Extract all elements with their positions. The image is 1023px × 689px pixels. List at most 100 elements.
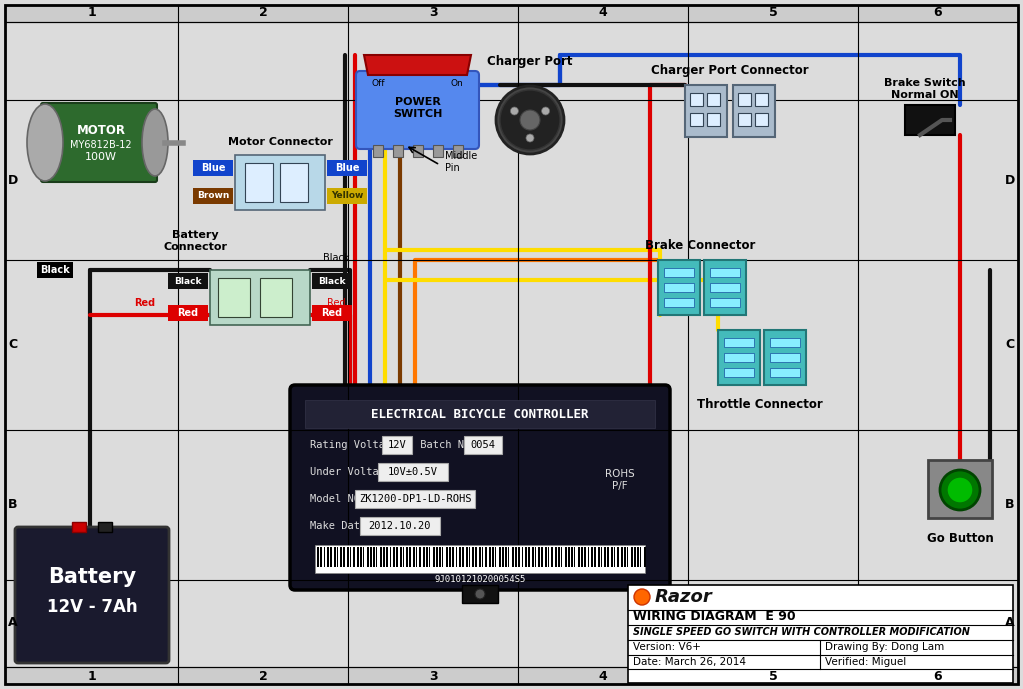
Text: Motor Connector: Motor Connector <box>227 137 332 147</box>
Text: Go Button: Go Button <box>927 532 993 545</box>
Bar <box>541 547 543 567</box>
Circle shape <box>496 86 564 154</box>
Text: Make Date:: Make Date: <box>310 521 379 531</box>
Text: 9J0101210200054S5: 9J0101210200054S5 <box>435 575 526 584</box>
Text: Model NO:: Model NO: <box>310 494 372 504</box>
Text: Drawing By: Dong Lam: Drawing By: Dong Lam <box>825 642 944 652</box>
Bar <box>446 547 448 567</box>
Text: Red: Red <box>134 298 155 308</box>
Bar <box>459 547 461 567</box>
Polygon shape <box>364 55 471 75</box>
Bar <box>312 305 352 321</box>
Bar <box>396 547 398 567</box>
Bar <box>630 547 632 567</box>
Text: 5: 5 <box>768 6 777 19</box>
Bar <box>594 547 596 567</box>
Text: 2012.10.20: 2012.10.20 <box>368 521 431 531</box>
Bar <box>393 145 403 157</box>
Text: On: On <box>450 79 463 88</box>
Bar <box>360 547 362 567</box>
Text: D: D <box>1005 174 1015 187</box>
Bar <box>565 547 567 567</box>
Bar <box>664 268 694 277</box>
Bar <box>710 298 740 307</box>
Bar <box>528 547 530 567</box>
Circle shape <box>541 107 549 115</box>
Bar <box>538 547 540 567</box>
Bar <box>357 547 359 567</box>
FancyBboxPatch shape <box>356 71 479 149</box>
Text: 3: 3 <box>429 670 437 683</box>
Text: 1: 1 <box>87 670 96 683</box>
Bar <box>770 368 800 377</box>
Bar <box>305 400 655 428</box>
Bar <box>738 113 751 126</box>
Text: B: B <box>1006 499 1015 511</box>
Bar <box>707 113 720 126</box>
Bar <box>544 547 546 567</box>
Circle shape <box>634 589 650 605</box>
Bar <box>373 145 383 157</box>
Text: Charger Port: Charger Port <box>487 56 573 68</box>
Text: C: C <box>8 338 17 351</box>
Ellipse shape <box>142 109 168 176</box>
Bar <box>597 547 599 567</box>
Circle shape <box>510 107 519 115</box>
Bar <box>439 547 441 567</box>
Text: A: A <box>8 617 17 630</box>
Circle shape <box>526 134 534 142</box>
Bar <box>436 547 438 567</box>
Text: Verified: Miguel: Verified: Miguel <box>825 657 906 667</box>
Bar <box>453 145 463 157</box>
Text: Black: Black <box>318 276 346 285</box>
Bar <box>485 547 487 567</box>
Bar <box>558 547 560 567</box>
Text: 2: 2 <box>259 6 267 19</box>
Bar <box>366 547 368 567</box>
Bar <box>235 155 325 210</box>
Text: 12V - 7Ah: 12V - 7Ah <box>47 598 137 616</box>
Text: Red: Red <box>326 298 346 308</box>
Bar <box>383 547 385 567</box>
Text: 4: 4 <box>598 670 608 683</box>
Text: Rating Voltage:: Rating Voltage: <box>310 440 410 450</box>
Bar <box>327 160 367 176</box>
Bar <box>462 585 498 603</box>
Bar <box>317 547 319 567</box>
Bar <box>330 547 332 567</box>
Bar <box>637 547 639 567</box>
Bar <box>690 113 703 126</box>
Bar <box>532 547 534 567</box>
Bar <box>724 368 754 377</box>
Text: Brake Switch
Normal ON: Brake Switch Normal ON <box>884 79 966 100</box>
Bar <box>433 547 435 567</box>
Bar <box>492 547 494 567</box>
Text: Red: Red <box>321 308 343 318</box>
Bar <box>755 93 768 106</box>
Text: Battery
Connector: Battery Connector <box>163 230 227 252</box>
Text: ROHS
P/F: ROHS P/F <box>606 469 635 491</box>
Text: Red: Red <box>177 308 198 318</box>
Circle shape <box>520 110 540 130</box>
Text: C: C <box>1006 338 1015 351</box>
FancyBboxPatch shape <box>41 103 157 182</box>
Circle shape <box>500 90 560 150</box>
Bar <box>347 547 349 567</box>
Text: Brake Connector: Brake Connector <box>644 239 755 252</box>
Bar <box>685 85 727 137</box>
Bar <box>320 547 322 567</box>
Bar <box>168 305 208 321</box>
Bar <box>377 463 447 481</box>
Bar <box>608 547 610 567</box>
Bar <box>571 547 573 567</box>
Bar <box>502 547 503 567</box>
Text: 6: 6 <box>934 670 942 683</box>
Bar <box>628 585 1013 683</box>
Text: D: D <box>8 174 18 187</box>
Bar <box>387 547 389 567</box>
Bar <box>315 545 644 573</box>
Text: MOTOR: MOTOR <box>77 124 126 137</box>
Bar <box>724 353 754 362</box>
Text: Batch NO:: Batch NO: <box>414 440 483 450</box>
Bar <box>519 547 521 567</box>
